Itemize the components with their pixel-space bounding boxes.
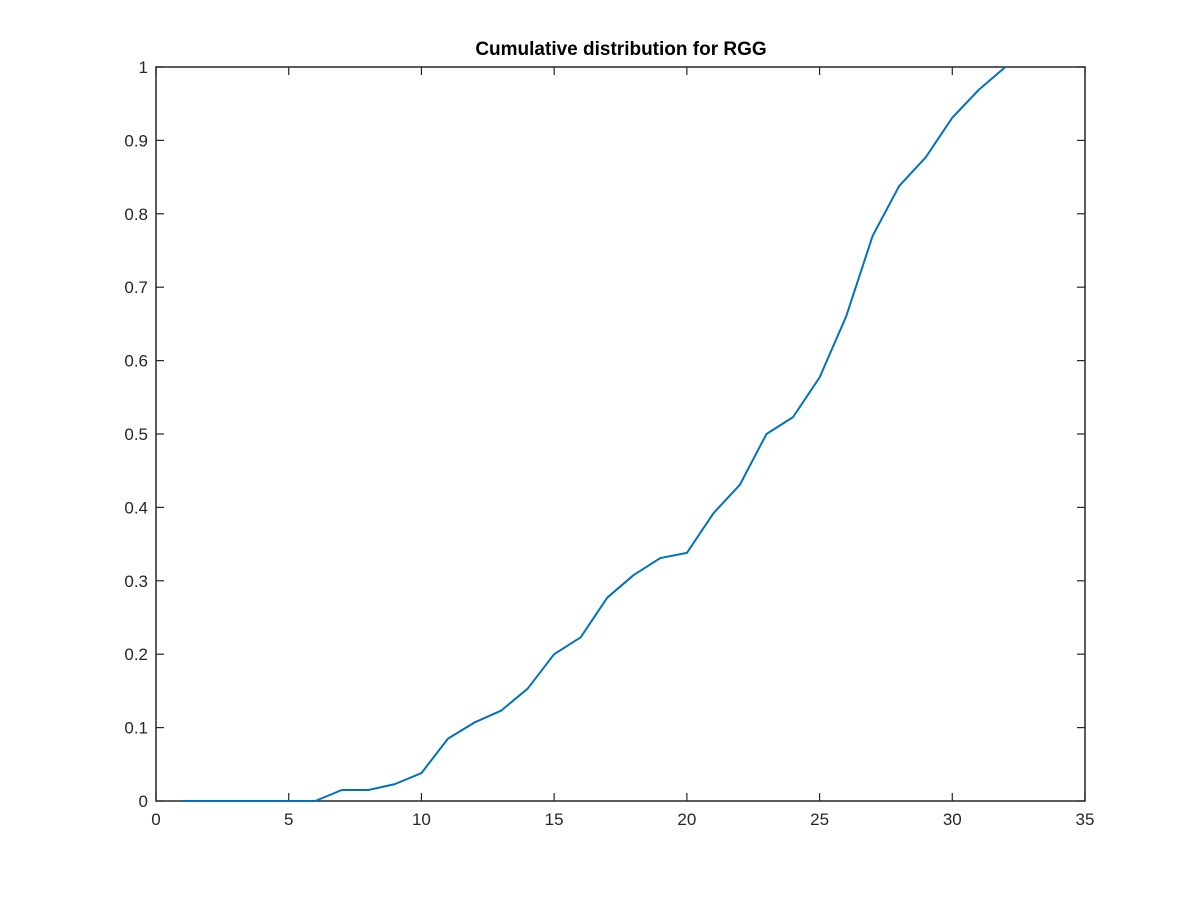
data-point <box>845 316 847 318</box>
x-tick-label: 10 <box>412 810 431 829</box>
x-tick-label: 30 <box>943 810 962 829</box>
data-point <box>500 710 502 712</box>
data-point <box>978 89 980 91</box>
y-tick-label: 0.8 <box>124 205 148 224</box>
data-point <box>235 800 237 802</box>
data-point <box>341 789 343 791</box>
data-point <box>261 800 263 802</box>
data-point <box>580 636 582 638</box>
data-point <box>606 597 608 599</box>
y-tick-label: 0.5 <box>124 425 148 444</box>
y-tick-label: 0.2 <box>124 645 148 664</box>
data-point <box>420 772 422 774</box>
data-point <box>765 433 767 435</box>
data-point <box>739 484 741 486</box>
y-tick-label: 0.1 <box>124 719 148 738</box>
y-tick-label: 0 <box>139 792 148 811</box>
series-layer <box>182 66 1007 802</box>
x-tick-label: 0 <box>151 810 160 829</box>
data-point <box>553 653 555 655</box>
x-tick-label: 15 <box>545 810 564 829</box>
series-line-0 <box>182 66 1007 802</box>
data-point <box>819 376 821 378</box>
data-point <box>1004 66 1006 68</box>
data-point <box>394 783 396 785</box>
data-point <box>527 688 529 690</box>
axes: 0 5 10 15 20 25 30 35 0 0.1 0.2 0.3 0.4 0.5 0.6 0.7 0.8 0… <box>124 58 1094 829</box>
data-point <box>951 117 953 119</box>
chart-title: Cumulative distribution for RGG <box>475 39 766 60</box>
x-tick-label: 25 <box>810 810 829 829</box>
data-point <box>659 557 661 559</box>
plot-area-border <box>155 66 1086 802</box>
data-point <box>474 721 476 723</box>
data-point <box>712 512 714 514</box>
x-tick-label: 20 <box>677 810 696 829</box>
y-tick-label: 0.4 <box>124 498 148 517</box>
data-point <box>314 800 316 802</box>
data-point <box>208 800 210 802</box>
data-point <box>872 235 874 237</box>
y-tick-label: 0.9 <box>124 131 148 150</box>
data-point <box>925 156 927 158</box>
data-point <box>367 789 369 791</box>
data-point <box>633 574 635 576</box>
y-tick-label: 0.7 <box>124 278 148 297</box>
data-point <box>792 416 794 418</box>
data-point <box>288 800 290 802</box>
y-tick-label: 0.3 <box>124 572 148 591</box>
data-point <box>686 552 688 554</box>
data-point <box>898 185 900 187</box>
data-point <box>182 800 184 802</box>
data-point <box>447 738 449 740</box>
x-tick-label: 5 <box>284 810 293 829</box>
x-tick-label: 35 <box>1076 810 1095 829</box>
y-tick-label: 0.6 <box>124 352 148 371</box>
y-tick-label: 1 <box>139 58 148 77</box>
